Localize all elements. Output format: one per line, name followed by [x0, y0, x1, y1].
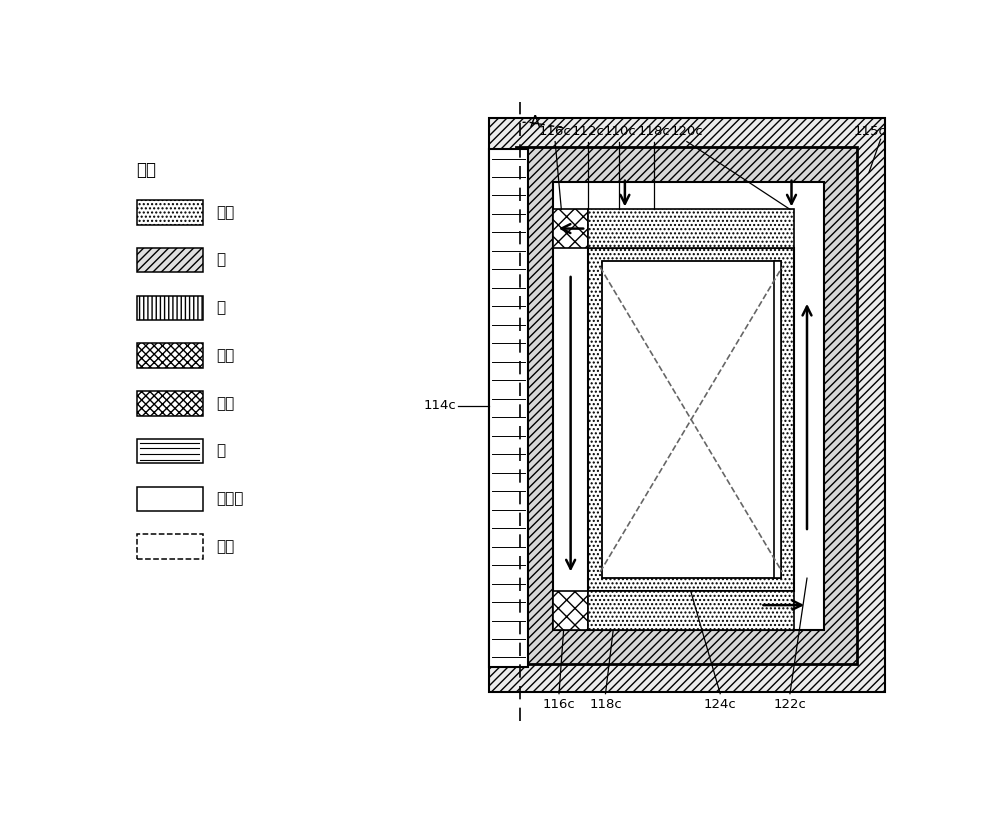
Text: 118c: 118c [637, 125, 670, 138]
Bar [553, 209, 588, 247]
Bar [602, 261, 781, 578]
Text: 112c: 112c [572, 125, 605, 138]
Bar [588, 591, 794, 630]
Text: 120c: 120c [670, 125, 703, 138]
Bar [137, 439, 202, 463]
Text: 114c: 114c [424, 399, 457, 412]
Text: 磁体: 磁体 [216, 396, 235, 411]
Text: 磁通量: 磁通量 [216, 492, 244, 506]
Text: 118c: 118c [589, 698, 622, 711]
Bar [137, 534, 202, 559]
Text: A: A [530, 115, 540, 129]
Bar [588, 247, 794, 591]
Bar [553, 182, 824, 630]
Text: 110c: 110c [603, 125, 636, 138]
Text: 绕组: 绕组 [216, 205, 235, 220]
Text: 钢: 钢 [216, 252, 226, 268]
Bar [137, 344, 202, 368]
Bar [774, 261, 781, 578]
Bar [137, 200, 202, 225]
Bar [137, 295, 202, 320]
Bar [137, 247, 202, 273]
Text: 电流: 电流 [216, 539, 235, 554]
Text: 124c: 124c [704, 698, 737, 711]
Bar [489, 119, 885, 692]
Text: 115c: 115c [853, 125, 886, 138]
Text: 图例: 图例 [137, 161, 157, 179]
Bar [137, 391, 202, 416]
Text: 铝: 铝 [216, 300, 226, 315]
Text: 轴: 轴 [216, 444, 226, 458]
Bar [588, 209, 794, 247]
Bar [489, 149, 528, 667]
Text: 122c: 122c [774, 698, 806, 711]
Bar [137, 487, 202, 511]
Bar [553, 591, 588, 630]
Bar [516, 147, 857, 664]
Text: 116c: 116c [543, 698, 575, 711]
Text: 轴承: 轴承 [216, 348, 235, 363]
Text: 116c: 116c [539, 125, 572, 138]
